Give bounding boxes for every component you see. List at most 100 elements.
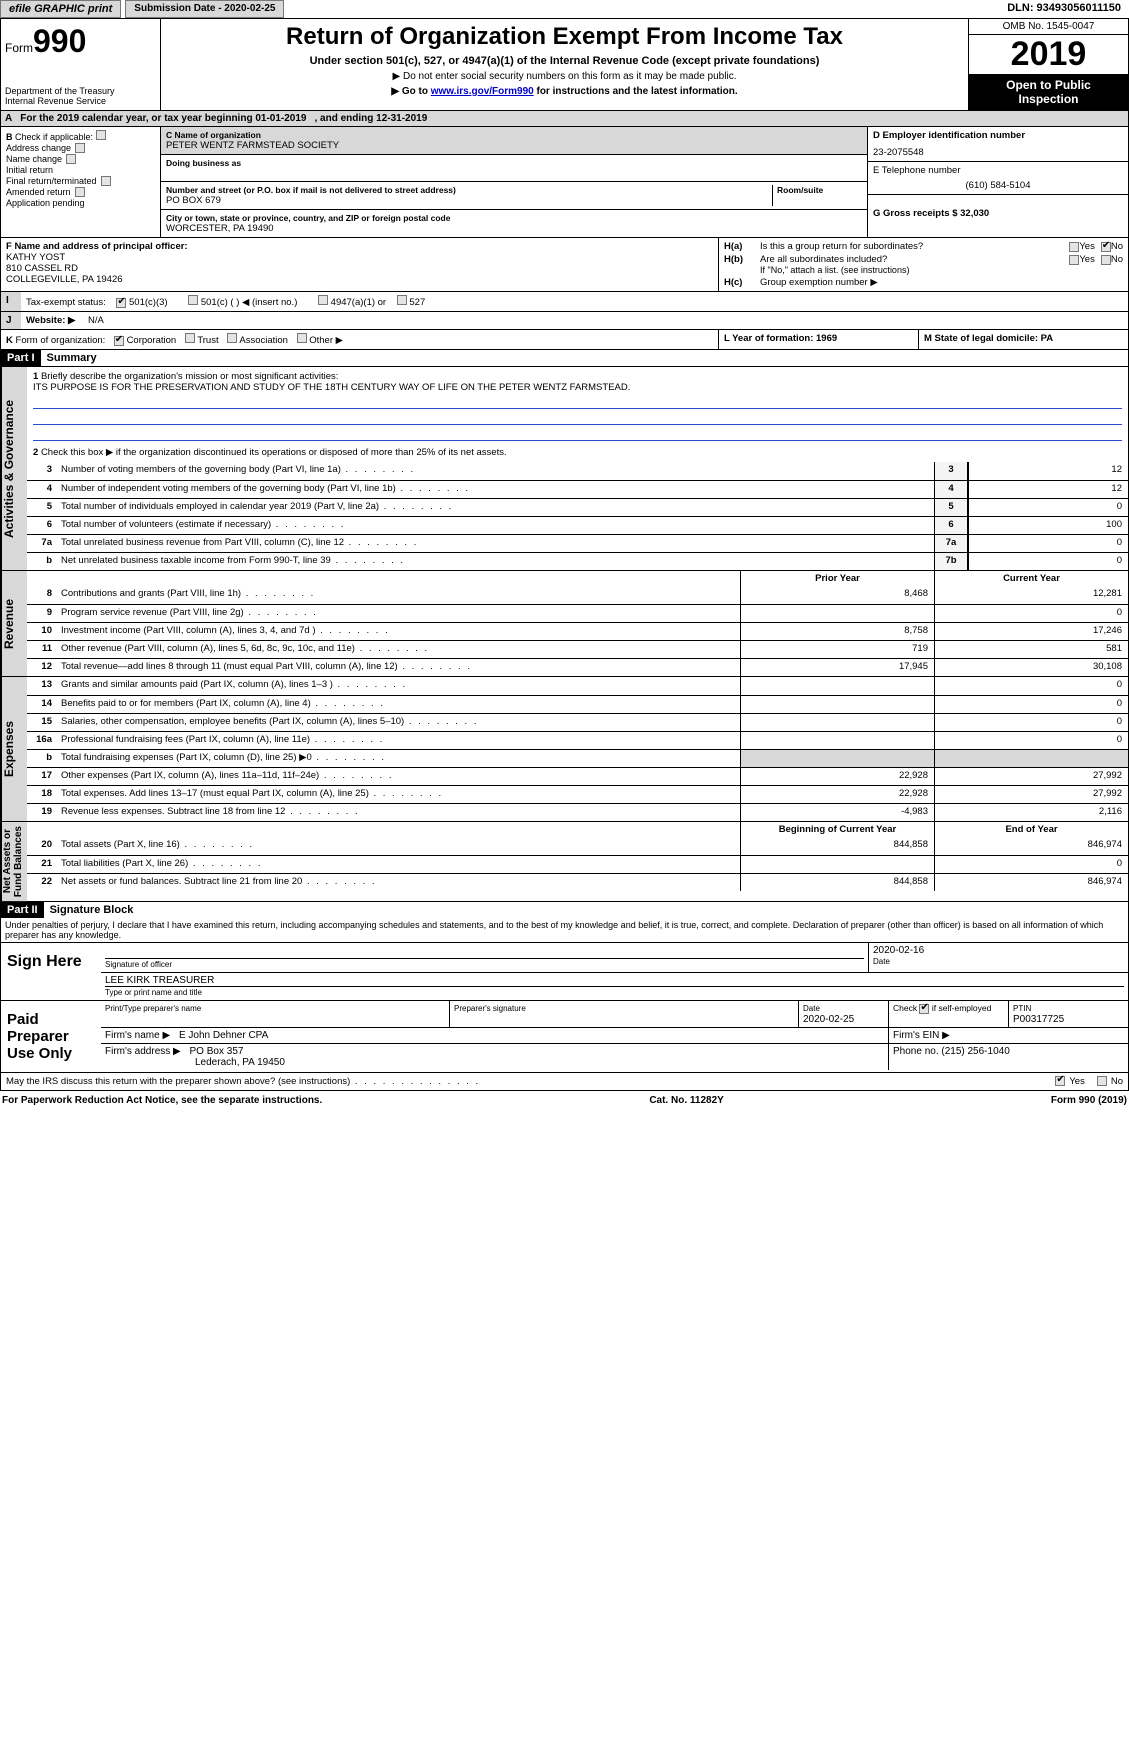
no-label: No bbox=[1111, 241, 1123, 252]
current-value: 2,116 bbox=[934, 804, 1128, 821]
sig-officer-label: Signature of officer bbox=[105, 960, 172, 969]
goto-pre: ▶ Go to bbox=[391, 86, 430, 97]
dba-label: Doing business as bbox=[166, 158, 862, 168]
prior-value bbox=[740, 605, 934, 622]
table-row: 14 Benefits paid to or for members (Part… bbox=[27, 695, 1128, 713]
line-1-num: 1 bbox=[33, 371, 38, 382]
gross-receipts: G Gross receipts $ 32,030 bbox=[873, 208, 1123, 219]
header-mid: Return of Organization Exempt From Incom… bbox=[161, 19, 968, 110]
sign-here-row: Sign Here Signature of officer 2020-02-1… bbox=[1, 942, 1128, 1000]
checkbox-icon[interactable] bbox=[66, 154, 76, 164]
line-num: 21 bbox=[27, 856, 57, 873]
current-value: 0 bbox=[934, 732, 1128, 749]
checkbox-icon[interactable] bbox=[1069, 242, 1079, 252]
ein-label: D Employer identification number bbox=[873, 130, 1123, 141]
opt-4947: 4947(a)(1) or bbox=[331, 297, 386, 308]
col-b: B Check if applicable: Address change Na… bbox=[1, 127, 161, 237]
underline bbox=[33, 395, 1122, 409]
line-num: 15 bbox=[27, 714, 57, 731]
checkbox-checked-icon[interactable] bbox=[114, 336, 124, 346]
checkbox-icon[interactable] bbox=[1101, 255, 1111, 265]
underline bbox=[33, 411, 1122, 425]
line-2-num: 2 bbox=[33, 447, 38, 458]
firm-addr: PO Box 357 bbox=[190, 1046, 244, 1057]
line-num: 7a bbox=[27, 535, 57, 552]
net-header: Beginning of Current Year End of Year bbox=[27, 822, 1128, 837]
checkbox-checked-icon[interactable] bbox=[1101, 242, 1111, 252]
officer-name: KATHY YOST bbox=[6, 252, 65, 263]
opt-corp: Corporation bbox=[127, 335, 177, 346]
line-a: A For the 2019 calendar year, or tax yea… bbox=[1, 111, 1128, 127]
self-emp-label: if self-employed bbox=[929, 1003, 991, 1013]
current-value: 581 bbox=[934, 641, 1128, 658]
checkbox-icon[interactable] bbox=[318, 295, 328, 305]
table-row: 9 Program service revenue (Part VIII, li… bbox=[27, 604, 1128, 622]
current-value: 27,992 bbox=[934, 786, 1128, 803]
checkbox-icon[interactable] bbox=[1097, 1076, 1107, 1086]
discuss-text: May the IRS discuss this return with the… bbox=[6, 1076, 1055, 1087]
checkbox-icon[interactable] bbox=[1069, 255, 1079, 265]
checkbox-icon[interactable] bbox=[297, 333, 307, 343]
checkbox-icon[interactable] bbox=[96, 130, 106, 140]
firm-addr2: Lederach, PA 19450 bbox=[195, 1057, 285, 1068]
checkbox-icon[interactable] bbox=[75, 187, 85, 197]
table-row: b Net unrelated business taxable income … bbox=[27, 552, 1128, 570]
row-k: K Form of organization: Corporation Trus… bbox=[1, 329, 1128, 349]
table-row: 4 Number of independent voting members o… bbox=[27, 480, 1128, 498]
checkbox-icon[interactable] bbox=[188, 295, 198, 305]
line-desc: Other revenue (Part VIII, column (A), li… bbox=[57, 641, 740, 658]
table-row: 20 Total assets (Part X, line 16) 844,85… bbox=[27, 837, 1128, 855]
table-row: 17 Other expenses (Part IX, column (A), … bbox=[27, 767, 1128, 785]
rev-header: Prior Year Current Year bbox=[27, 571, 1128, 586]
firm-ein-label: Firm's EIN ▶ bbox=[888, 1028, 1128, 1043]
checkbox-checked-icon[interactable] bbox=[919, 1004, 929, 1014]
table-row: 13 Grants and similar amounts paid (Part… bbox=[27, 677, 1128, 695]
ha-text: Is this a group return for subordinates? bbox=[760, 241, 1069, 252]
line-desc: Total expenses. Add lines 13–17 (must eq… bbox=[57, 786, 740, 803]
checkbox-icon[interactable] bbox=[227, 333, 237, 343]
i-label: I bbox=[1, 292, 21, 311]
checkbox-icon[interactable] bbox=[101, 176, 111, 186]
checkbox-icon[interactable] bbox=[185, 333, 195, 343]
line-desc: Total number of volunteers (estimate if … bbox=[57, 517, 934, 534]
check-label: Check bbox=[893, 1003, 919, 1013]
sign-here-label: Sign Here bbox=[1, 943, 101, 1000]
current-value: 30,108 bbox=[934, 659, 1128, 676]
yes-label: Yes bbox=[1069, 1076, 1085, 1087]
vtab-expenses: Expenses bbox=[1, 677, 27, 821]
org-name: PETER WENTZ FARMSTEAD SOCIETY bbox=[166, 140, 862, 151]
checkbox-icon[interactable] bbox=[75, 143, 85, 153]
line-num: 3 bbox=[27, 462, 57, 480]
hb-note: If "No," attach a list. (see instruction… bbox=[724, 265, 1123, 275]
exp-section: Expenses 13 Grants and similar amounts p… bbox=[1, 676, 1128, 821]
line-num: 11 bbox=[27, 641, 57, 658]
line-num: 16a bbox=[27, 732, 57, 749]
current-value: 846,974 bbox=[934, 874, 1128, 891]
line-a-label: A bbox=[1, 111, 16, 126]
irs-link[interactable]: www.irs.gov/Form990 bbox=[431, 86, 534, 97]
sig-date-label: Date bbox=[873, 957, 890, 966]
pra-notice: For Paperwork Reduction Act Notice, see … bbox=[2, 1095, 322, 1106]
checkbox-icon[interactable] bbox=[397, 295, 407, 305]
table-row: 6 Total number of volunteers (estimate i… bbox=[27, 516, 1128, 534]
prior-value: 844,858 bbox=[740, 874, 934, 891]
line-desc: Grants and similar amounts paid (Part IX… bbox=[57, 677, 740, 695]
ein-value: 23-2075548 bbox=[873, 147, 1123, 158]
form-header: Form990 Department of the Treasury Inter… bbox=[1, 19, 1128, 111]
line-num: 6 bbox=[27, 517, 57, 534]
line-desc: Net unrelated business taxable income fr… bbox=[57, 553, 934, 570]
submission-date: Submission Date - 2020-02-25 bbox=[125, 0, 284, 18]
entity-block: B Check if applicable: Address change Na… bbox=[1, 127, 1128, 237]
prior-value: 22,928 bbox=[740, 786, 934, 803]
line-boxnum: 4 bbox=[934, 481, 968, 498]
line-desc: Professional fundraising fees (Part IX, … bbox=[57, 732, 740, 749]
opt-final-return: Final return/terminated bbox=[6, 176, 97, 186]
form-ref: Form 990 (2019) bbox=[1051, 1095, 1127, 1106]
officer-city: COLLEGEVILLE, PA 19426 bbox=[6, 274, 123, 285]
line-desc: Number of voting members of the governin… bbox=[57, 462, 934, 480]
line-desc: Salaries, other compensation, employee b… bbox=[57, 714, 740, 731]
preparer-date-value: 2020-02-25 bbox=[803, 1014, 854, 1025]
checkbox-checked-icon[interactable] bbox=[1055, 1076, 1065, 1086]
addr-label: Number and street (or P.O. box if mail i… bbox=[166, 185, 772, 195]
checkbox-checked-icon[interactable] bbox=[116, 298, 126, 308]
